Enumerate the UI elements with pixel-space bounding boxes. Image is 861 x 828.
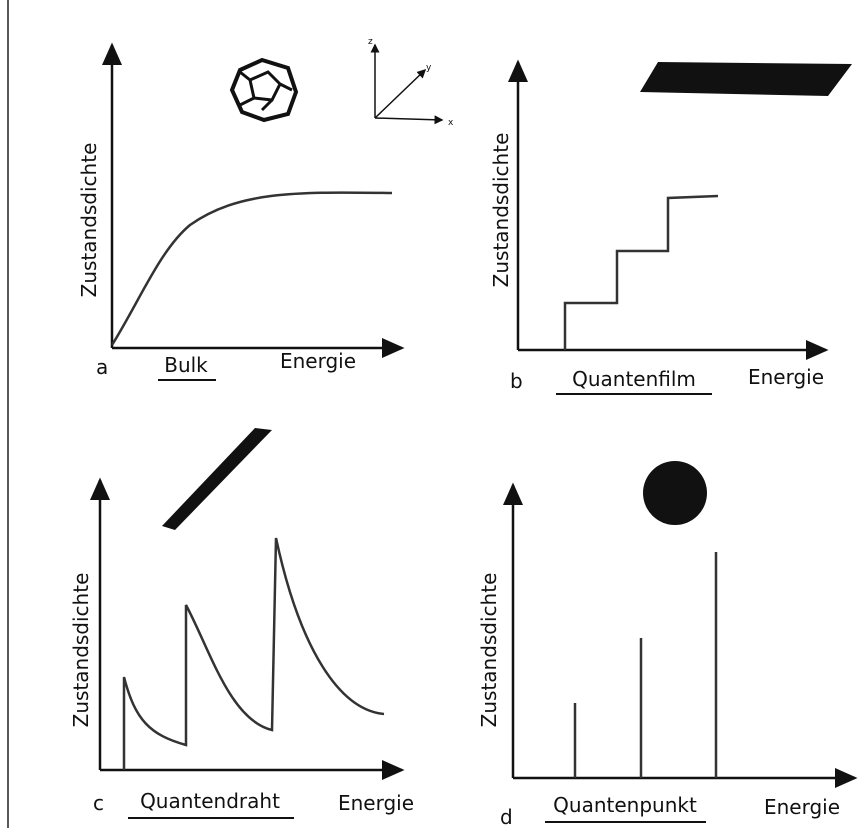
dot-icon (643, 461, 707, 525)
y-axis-label: Zustandsdichte (489, 133, 513, 288)
panel-a: z y x Zustandsdichte a Bulk Energie (77, 37, 454, 380)
panel-letter: b (510, 369, 523, 393)
curve (112, 193, 392, 345)
y-axis-label: Zustandsdichte (77, 143, 101, 298)
x-axis-label: Energie (764, 795, 840, 819)
panel-c: Zustandsdichte c Quantendraht Energie (69, 428, 414, 818)
panel-label: Bulk (164, 353, 208, 377)
panel-label: Quantendraht (140, 789, 280, 813)
film-icon (640, 62, 852, 96)
sawtooth (124, 538, 384, 770)
y-axis-label: Zustandsdichte (69, 573, 93, 728)
panel-label: Quantenpunkt (553, 793, 697, 817)
spikes (575, 552, 716, 778)
panel-b: Zustandsdichte b Quantenfilm Energie (489, 62, 852, 394)
panel-letter: a (96, 355, 108, 379)
panel-letter: c (93, 791, 104, 815)
panel-label: Quantenfilm (572, 367, 696, 391)
x-axis-label: Energie (338, 791, 414, 815)
coord-label: x (448, 118, 454, 128)
diagram: z y x Zustandsdichte a Bulk Energie Zust… (0, 0, 861, 828)
coordinate-system: z y x (368, 37, 454, 128)
coord-label: z (368, 37, 373, 47)
x-axis-label: Energie (280, 349, 356, 373)
coord-label: y (426, 63, 432, 73)
panel-letter: d (500, 805, 513, 828)
steps (565, 196, 718, 350)
panel-d: Zustandsdichte d Quantenpunkt Energie (477, 461, 855, 828)
wire-icon (162, 428, 272, 530)
bulk-icon (232, 60, 296, 120)
x-axis-label: Energie (748, 365, 824, 389)
y-axis-label: Zustandsdichte (477, 573, 501, 728)
